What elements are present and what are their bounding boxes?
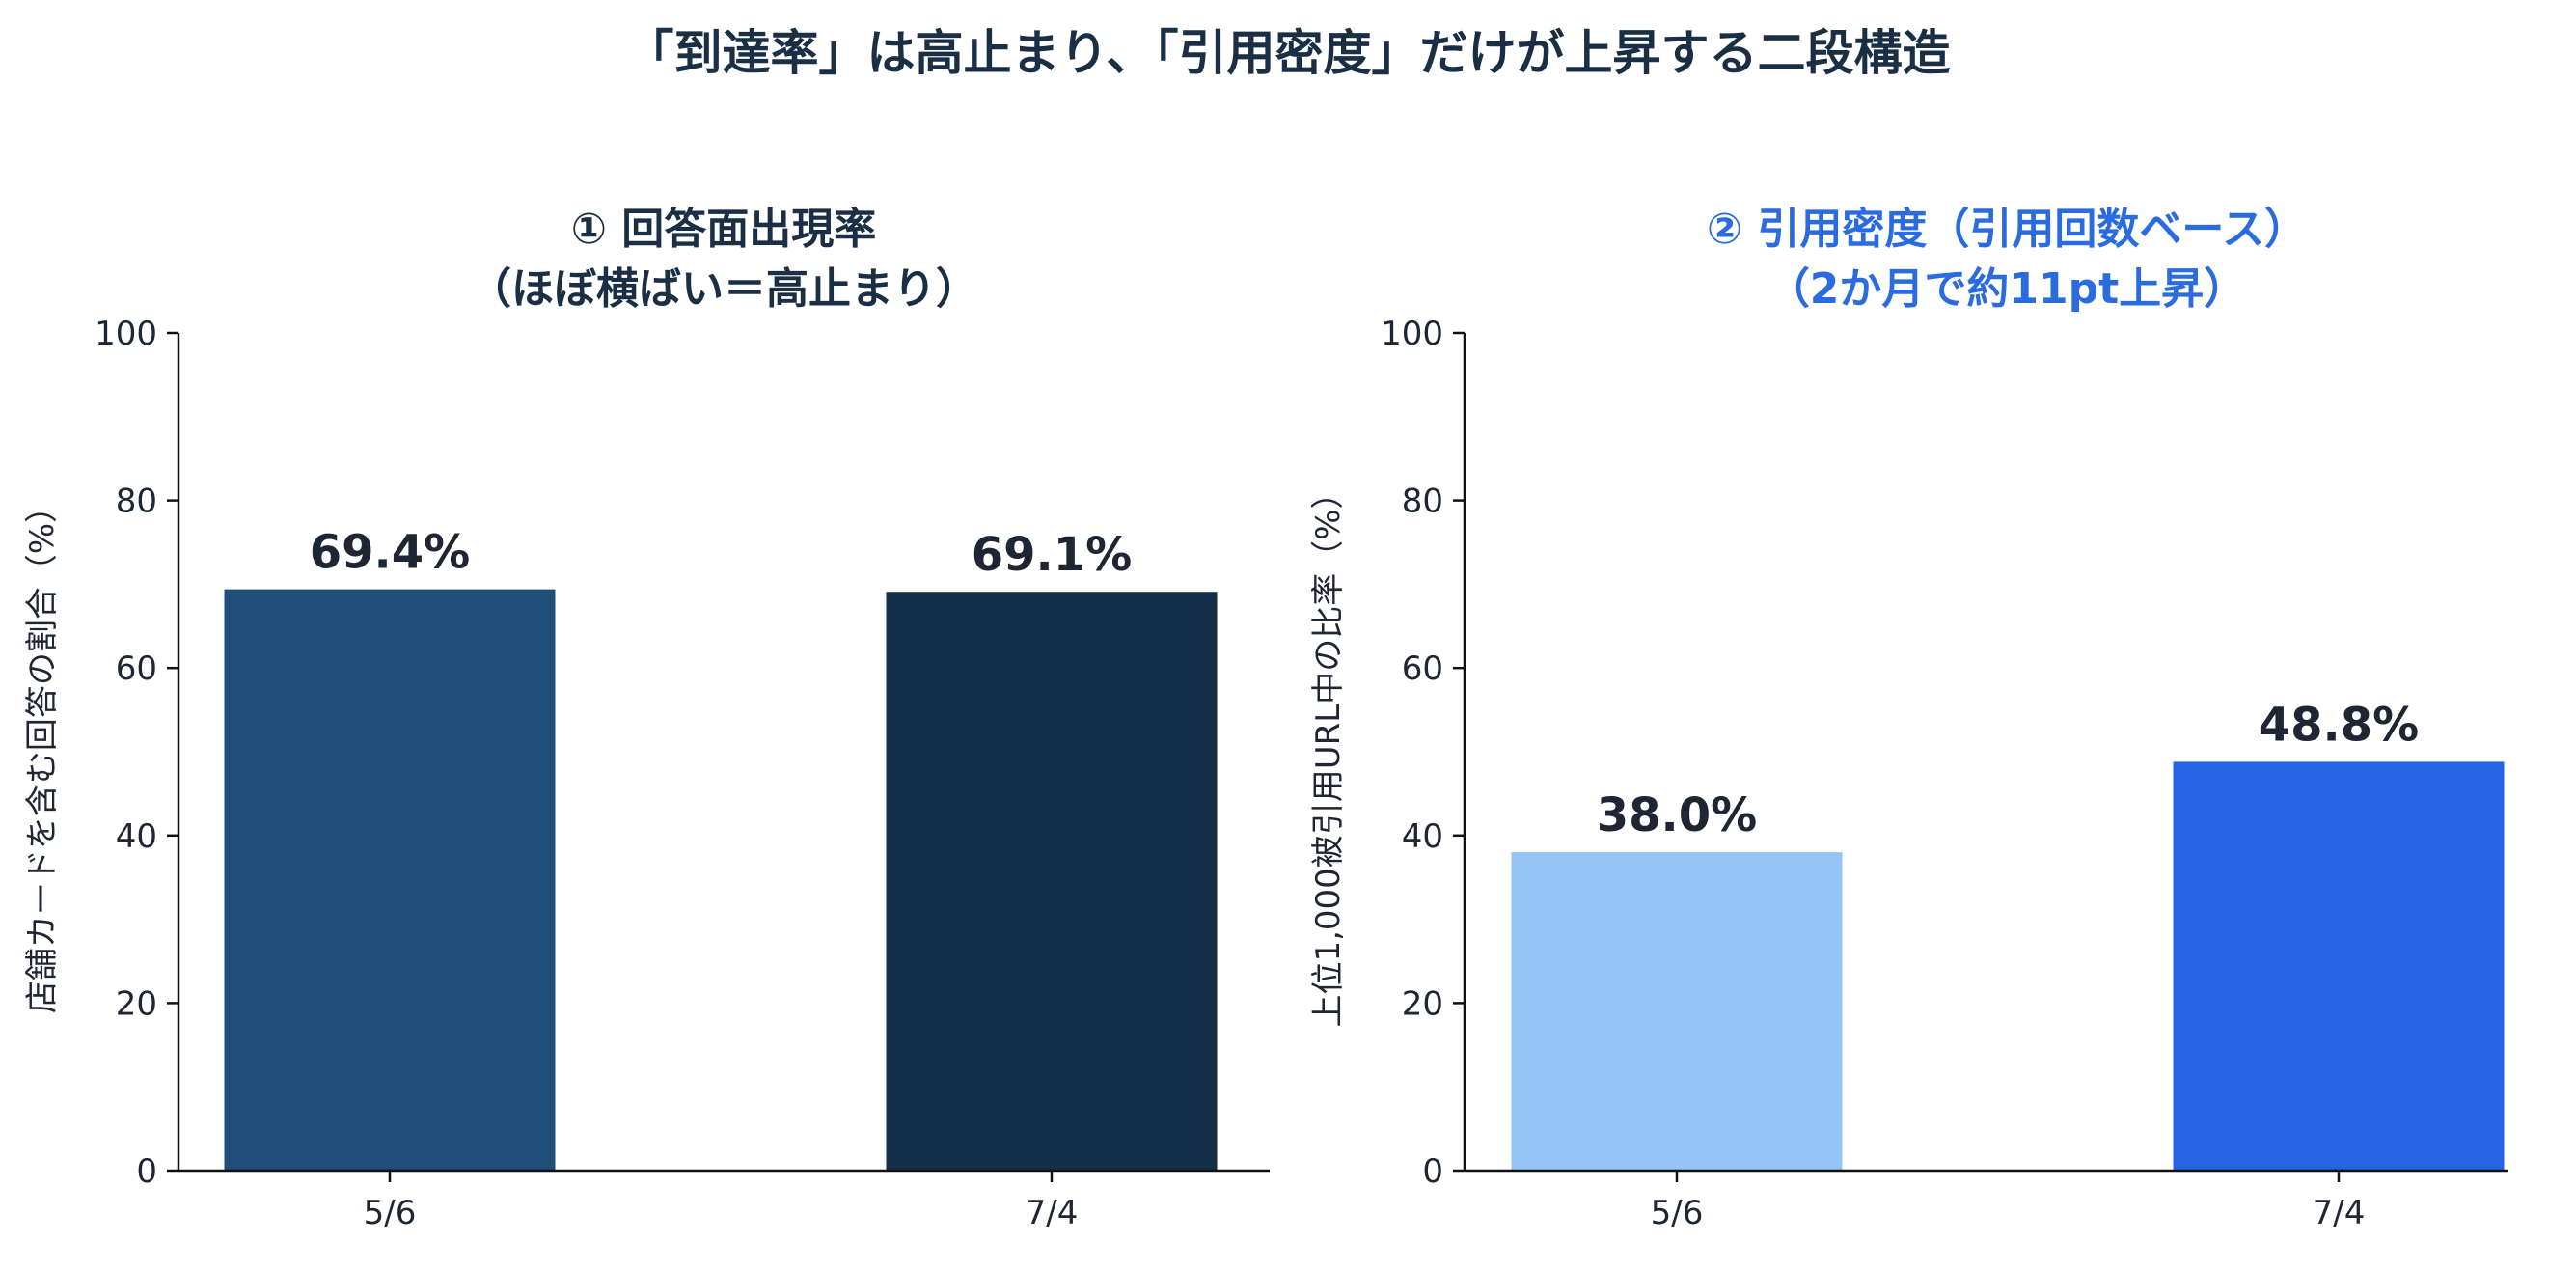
bar-7-4: [886, 592, 1218, 1171]
main-title: 「到達率」は高止まり、「引用密度」だけが上昇する二段構造: [626, 25, 1951, 81]
panel-title-line: （2か月で約11pt上昇）: [1768, 264, 2246, 314]
y-tick-label: 80: [116, 483, 157, 521]
x-tick-label: 5/6: [364, 1194, 417, 1232]
y-tick-label: 60: [1402, 649, 1443, 688]
y-tick-label: 40: [116, 817, 157, 856]
y-tick-label: 100: [95, 315, 157, 353]
bar-value-label: 38.0%: [1597, 788, 1758, 842]
x-tick-label: 5/6: [1651, 1194, 1704, 1232]
panel-title-line: ② 引用密度（引用回数ベース）: [1707, 205, 2307, 254]
chart-panels: ① 回答面出現率 （ほぼ横ばい＝高止まり） 店舗カードを含む回答の割合（%） 69.4…: [23, 205, 2508, 1232]
chart-panel-1: ① 回答面出現率 （ほぼ横ばい＝高止まり） 店舗カードを含む回答の割合（%） 69.4…: [23, 205, 1270, 1232]
y-tick-label: 100: [1381, 315, 1443, 353]
bar-7-4: [2173, 761, 2505, 1171]
chart-panel-2: ② 引用密度（引用回数ベース） （2か月で約11pt上昇） 上位1,000被引用UR…: [1309, 205, 2508, 1232]
y-tick-label: 40: [1402, 817, 1443, 856]
x-tick-label: 7/4: [2313, 1194, 2366, 1232]
y-tick-label: 80: [1402, 483, 1443, 521]
y-axis-label: 上位1,000被引用URL中の比率（%）: [1309, 476, 1348, 1027]
panel-title-line: （ほぼ横ばい＝高止まり）: [469, 264, 978, 314]
y-tick-label: 0: [136, 1152, 157, 1191]
y-tick-label: 20: [116, 984, 157, 1023]
y-axis-label: 店舗カードを含む回答の割合（%）: [23, 490, 62, 1013]
x-tick-label: 7/4: [1026, 1194, 1079, 1232]
bar-value-label: 48.8%: [2259, 698, 2420, 752]
bar-5-6: [224, 589, 556, 1171]
bar-value-label: 69.4%: [310, 526, 471, 580]
y-tick-label: 60: [116, 649, 157, 688]
y-tick-label: 20: [1402, 984, 1443, 1023]
y-tick-label: 0: [1422, 1152, 1443, 1191]
bar-5-6: [1511, 852, 1843, 1171]
bar-value-label: 69.1%: [972, 528, 1133, 582]
panel-title-line: ① 回答面出現率: [571, 205, 877, 254]
